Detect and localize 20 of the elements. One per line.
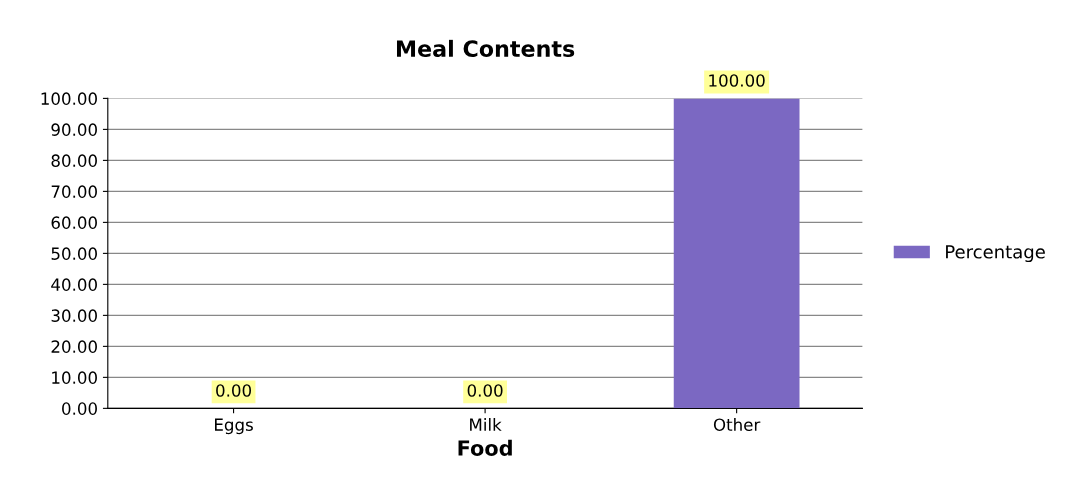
legend-label: Percentage <box>946 245 1045 263</box>
y-tick-label: 0.00 <box>62 402 97 415</box>
y-tick-label: 70.00 <box>51 185 97 198</box>
data-label: 0.00 <box>467 384 503 397</box>
y-tick-label: 80.00 <box>51 154 97 167</box>
y-tick-label: 20.00 <box>51 340 97 353</box>
chart-title: Meal Contents <box>396 39 575 58</box>
data-label: 0.00 <box>216 384 252 397</box>
y-tick-label: 50.00 <box>51 247 97 260</box>
y-tick-label: 100.00 <box>41 92 97 105</box>
x-tick-label: Eggs <box>215 418 253 435</box>
x-tick-label: Milk <box>470 418 502 431</box>
y-tick-label: 10.00 <box>52 371 97 384</box>
data-label: 100.00 <box>709 74 765 87</box>
y-tick-label: 40.00 <box>51 278 97 291</box>
y-tick-label: 90.00 <box>51 123 97 136</box>
y-tick-label: 60.00 <box>51 216 97 229</box>
y-tick-label: 30.00 <box>51 309 97 322</box>
x-axis-title: Food <box>458 439 512 456</box>
x-tick-label: Other <box>713 418 761 431</box>
